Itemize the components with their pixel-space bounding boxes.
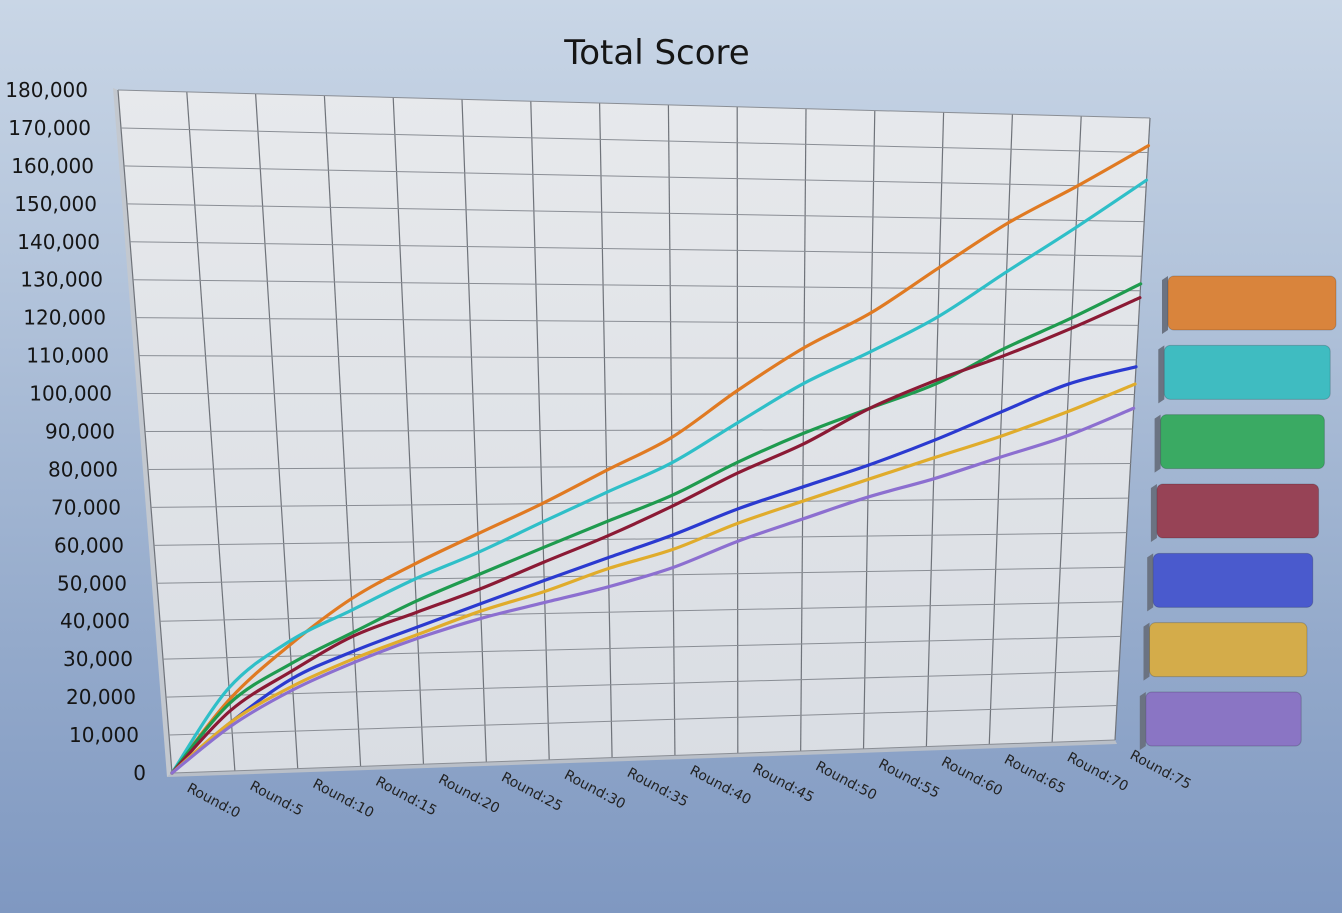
x-tick-label: Round:25 <box>498 769 565 815</box>
grid-line-horizontal <box>171 739 1116 774</box>
plot-floor-edge <box>167 740 1117 777</box>
y-tick-label: 50,000 <box>57 571 127 595</box>
legend-swatch-5 <box>1152 552 1314 608</box>
grid-line-horizontal <box>117 89 1151 119</box>
plot-left-wall <box>113 88 172 777</box>
y-tick-label: 130,000 <box>20 268 103 292</box>
legend-swatch-4 <box>1156 483 1320 539</box>
y-tick-label: 110,000 <box>26 344 109 368</box>
y-tick-label: 90,000 <box>45 420 115 444</box>
series-line-1 <box>170 144 1151 775</box>
legend-swatch-6 <box>1149 622 1308 678</box>
y-tick-label: 100,000 <box>29 382 112 406</box>
grid-line-horizontal <box>129 241 1143 257</box>
grid <box>117 89 1151 774</box>
x-tick-label: Round:70 <box>1064 750 1131 796</box>
y-tick-label: 60,000 <box>54 533 124 557</box>
grid-line-horizontal <box>165 670 1119 698</box>
x-tick-label: Round:30 <box>561 767 628 813</box>
legend-swatch-edge-2 <box>1158 345 1165 404</box>
plot-area <box>113 88 1150 777</box>
legend-swatch-edge-7 <box>1139 692 1146 750</box>
grid-line-horizontal <box>132 279 1141 292</box>
legend-swatch-edge-5 <box>1147 553 1154 612</box>
y-tick-label: 120,000 <box>23 306 106 330</box>
plot-background <box>118 90 1150 773</box>
y-tick-label: 30,000 <box>63 647 133 671</box>
y-tick-label: 140,000 <box>17 230 100 254</box>
x-tick-label: Round:15 <box>373 774 440 820</box>
grid-line-horizontal <box>150 497 1129 508</box>
grid-line-horizontal <box>120 127 1149 154</box>
y-tick-label: 70,000 <box>51 495 121 519</box>
y-tick-label: 180,000 <box>5 78 88 102</box>
series-line-6 <box>170 382 1137 775</box>
x-tick-label: Round:65 <box>1001 752 1068 798</box>
y-axis-ticks: 0 10,000 20,000 30,000 40,000 50,000 60,000 70,… <box>5 78 146 785</box>
series-line-5 <box>170 365 1138 775</box>
y-tick-label: 150,000 <box>14 192 97 216</box>
x-tick-label: Round:50 <box>813 758 880 804</box>
legend <box>1139 275 1337 750</box>
legend-swatch-edge-1 <box>1162 276 1168 334</box>
y-tick-label: 170,000 <box>8 116 91 140</box>
x-tick-label: Round:55 <box>876 756 943 802</box>
grid-line-horizontal <box>159 601 1123 622</box>
grid-line-horizontal <box>135 317 1139 326</box>
grid-line-horizontal <box>144 428 1133 432</box>
grid-line-horizontal <box>123 165 1147 188</box>
grid-line-horizontal <box>138 355 1137 361</box>
series-line-4 <box>170 296 1142 775</box>
y-tick-label: 80,000 <box>48 457 118 481</box>
y-tick-label: 40,000 <box>60 609 130 633</box>
grid-line-horizontal <box>162 635 1121 660</box>
y-tick-label: 160,000 <box>11 154 94 178</box>
legend-swatch-1 <box>1167 275 1337 331</box>
x-tick-label: Round:35 <box>624 765 691 811</box>
legend-swatch-3 <box>1160 414 1325 470</box>
x-tick-label: Round:75 <box>1127 747 1194 793</box>
grid-line-horizontal <box>126 203 1145 223</box>
grid-line-horizontal <box>141 393 1135 395</box>
grid-line-horizontal <box>147 463 1131 470</box>
chart-title: Total Score <box>563 33 749 73</box>
x-tick-label: Round:40 <box>687 763 754 809</box>
x-tick-label: Round:45 <box>750 761 817 807</box>
legend-swatch-7 <box>1145 691 1302 747</box>
y-tick-label: 10,000 <box>69 723 139 747</box>
legend-swatch-edge-3 <box>1154 414 1161 473</box>
x-tick-label: Round:10 <box>310 776 377 822</box>
series-line-2 <box>170 178 1149 775</box>
legend-swatch-2 <box>1163 344 1331 400</box>
y-tick-label: 0 <box>133 761 146 785</box>
series-line-7 <box>170 406 1136 775</box>
series-lines <box>170 144 1151 775</box>
x-tick-label: Round:20 <box>436 772 503 818</box>
x-tick-label: Round:0 <box>184 780 243 821</box>
legend-swatch-edge-6 <box>1143 622 1150 681</box>
grid-line-horizontal <box>168 704 1117 736</box>
x-tick-label: Round:5 <box>247 778 306 819</box>
legend-swatch-edge-4 <box>1150 484 1157 542</box>
grid-line-horizontal <box>153 532 1127 546</box>
grid-line-horizontal <box>156 566 1125 584</box>
y-tick-label: 20,000 <box>66 685 136 709</box>
x-tick-label: Round:60 <box>939 754 1006 800</box>
